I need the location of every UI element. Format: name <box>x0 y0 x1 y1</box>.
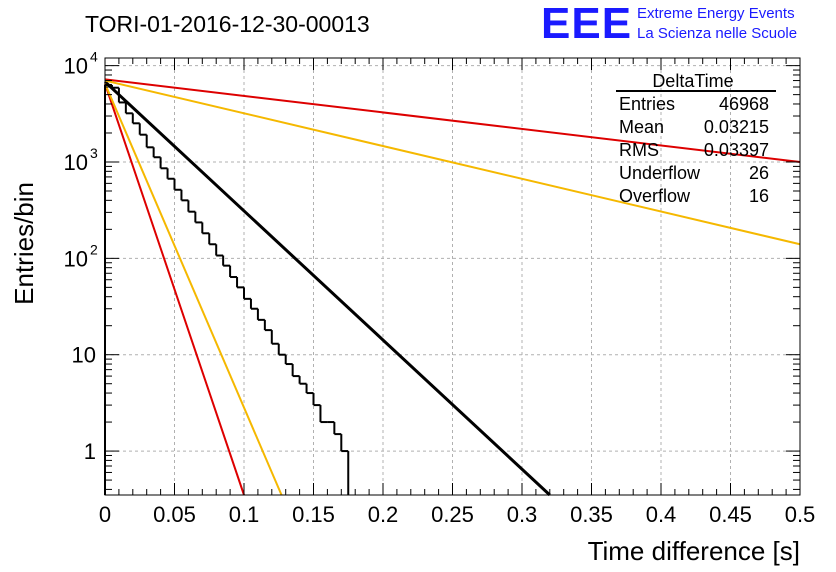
stats-row-value: 16 <box>749 186 769 206</box>
fit-curve-3 <box>104 79 801 246</box>
x-tick-label: 0.4 <box>646 502 677 527</box>
y-tick-label: 10 <box>64 246 88 271</box>
stats-row-label: RMS <box>619 140 659 160</box>
eee-logo: EEE <box>541 0 632 48</box>
x-tick-label: 0.45 <box>709 502 752 527</box>
fit-curves <box>103 78 801 497</box>
x-tick-label: 0.1 <box>229 502 260 527</box>
x-axis: 0 0.05 0.1 0.15 0.2 0.25 0.3 0.35 0.4 0.45 0.5 <box>99 58 815 527</box>
x-tick-label: 0.25 <box>431 502 474 527</box>
stats-row-label: Entries <box>619 94 675 114</box>
logo-line2: La Scienza nelle Scuole <box>637 25 797 42</box>
run-title: TORI-01-2016-12-30-00013 <box>85 11 370 37</box>
y-tick-exponent: 3 <box>90 145 98 161</box>
fit-curve-4 <box>104 83 245 496</box>
stats-row-label: Overflow <box>619 186 691 206</box>
x-tick-label: 0.5 <box>785 502 816 527</box>
stats-row-value: 26 <box>749 163 769 183</box>
stats-box-rows: Entries 46968 Mean 0.03215 RMS 0.03397Underfl… <box>619 94 769 206</box>
x-tick-label: 0.15 <box>292 502 335 527</box>
stats-row-label: Mean <box>619 117 664 137</box>
x-axis-label: Time difference [s] <box>588 536 800 566</box>
fit-curve-1 <box>103 80 551 497</box>
x-tick-label: 0.35 <box>570 502 613 527</box>
stats-row-value: 0.03397 <box>704 140 769 160</box>
x-tick-label: 0.3 <box>507 502 538 527</box>
fit-curve-2 <box>104 78 801 163</box>
y-tick-exponent: 2 <box>90 241 98 257</box>
y-axis-label: Entries/bin <box>9 182 39 305</box>
fit-curve-5 <box>104 83 283 496</box>
y-tick-label: 1 <box>84 439 96 464</box>
stats-row-label: Underflow <box>619 163 701 183</box>
stats-row-value: 46968 <box>719 94 769 114</box>
y-tick-label: 10 <box>72 343 96 368</box>
x-tick-label: 0 <box>99 502 111 527</box>
y-tick-label: 10 <box>64 54 88 79</box>
logo-line1: Extreme Energy Events <box>637 5 795 22</box>
stats-box-title: DeltaTime <box>652 71 733 91</box>
x-tick-label: 0.2 <box>368 502 399 527</box>
stats-row-value: 0.03215 <box>704 117 769 137</box>
stats-box: DeltaTime Entries 46968 Mean 0.03215 RMS 0.03… <box>616 71 776 206</box>
x-tick-label: 0.05 <box>153 502 196 527</box>
y-tick-exponent: 4 <box>90 49 98 65</box>
y-tick-label: 10 <box>64 150 88 175</box>
